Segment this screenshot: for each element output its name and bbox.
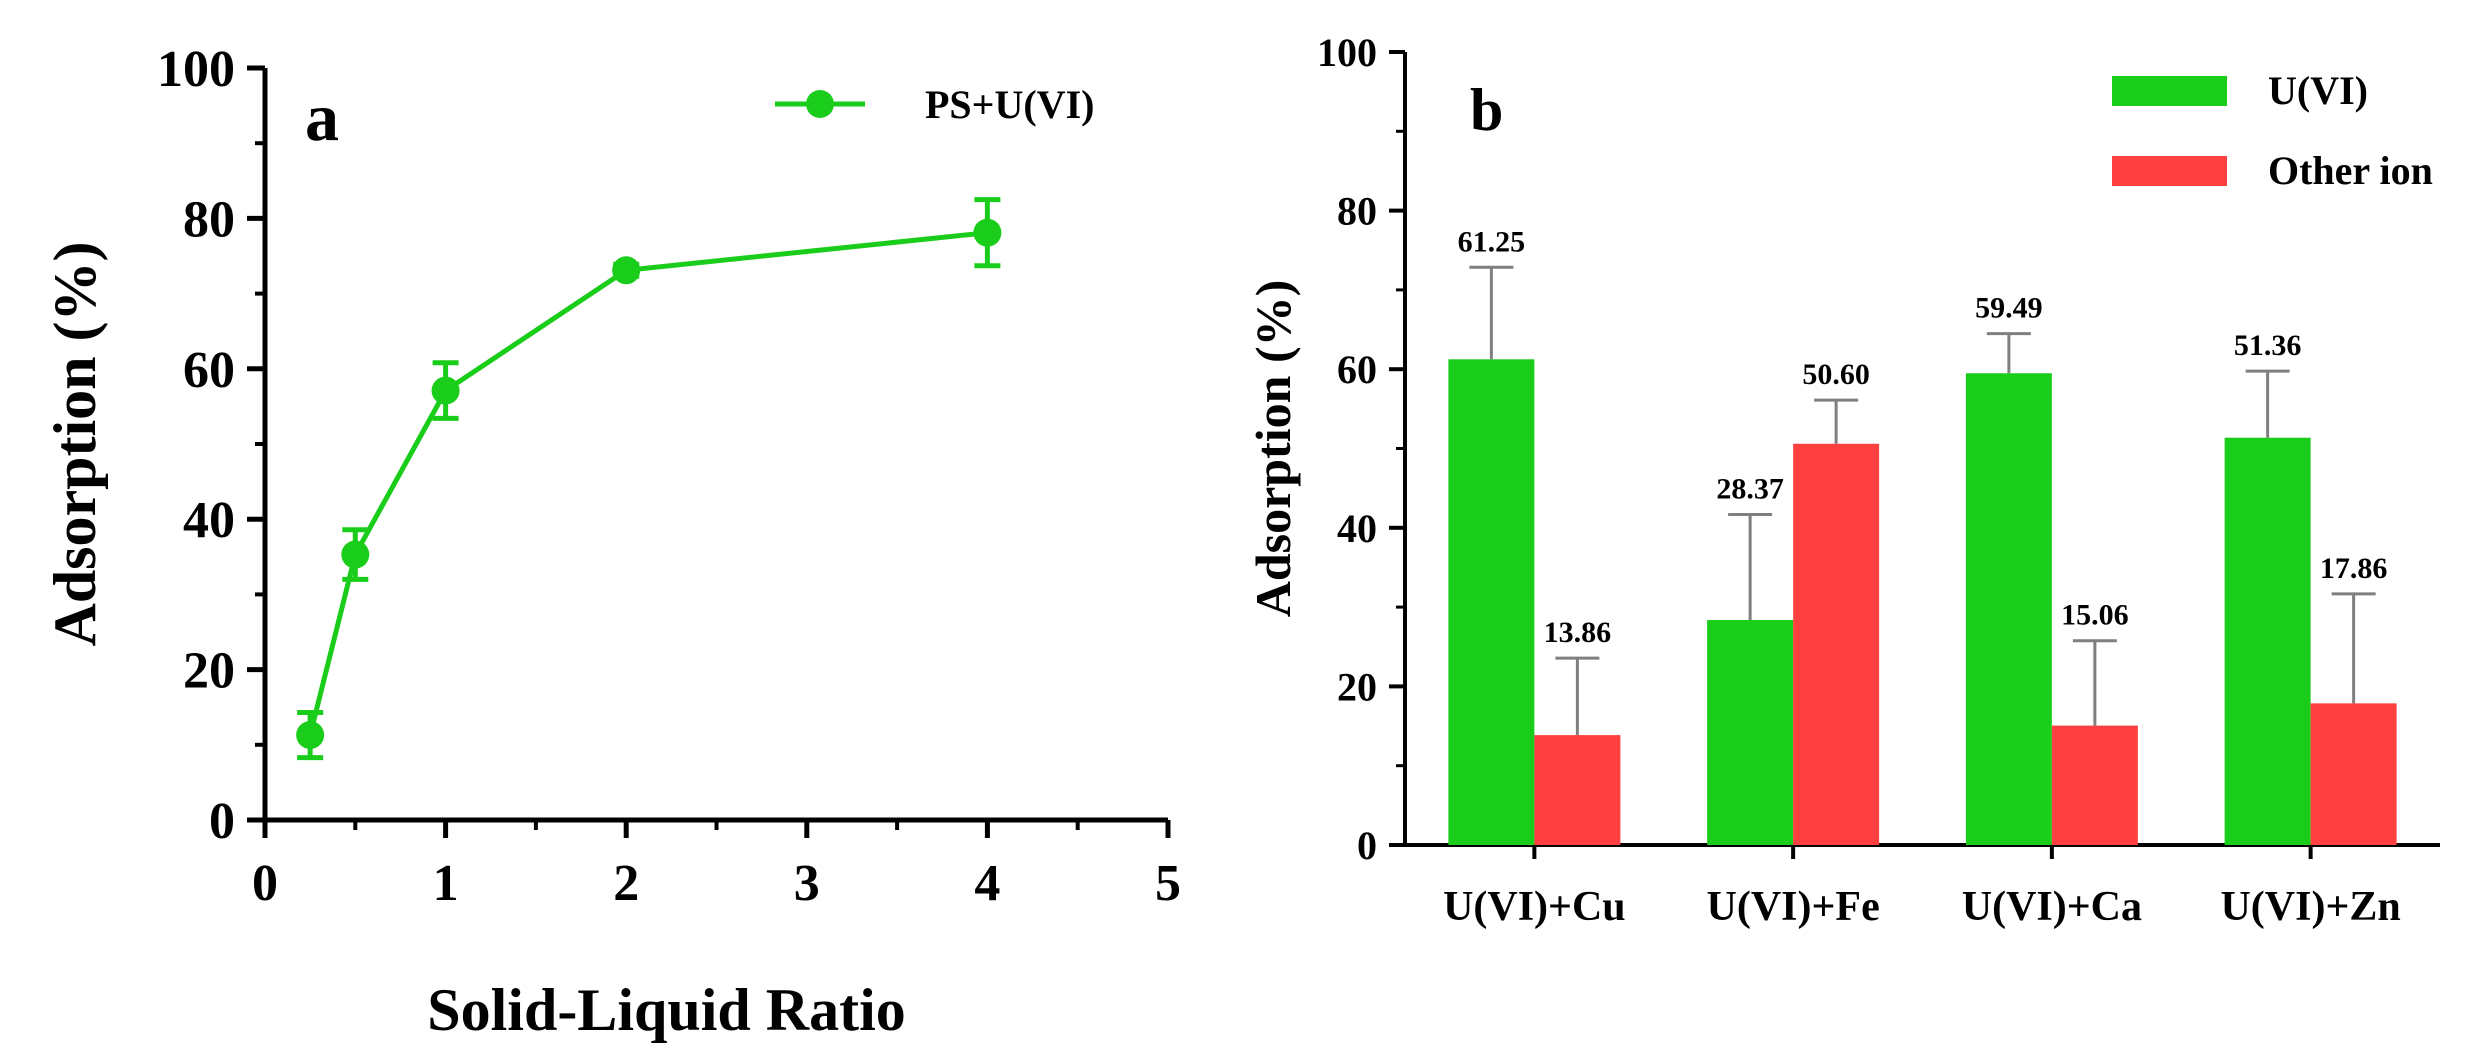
data-label: 28.37 [1716, 473, 1784, 506]
panel-b-bar-chart: 0 20 40 60 80 100 Adsorption (%) b U(VI)+Cu 61.25… [1245, 30, 2440, 930]
y-axis-title: Adsorption (%) [1245, 280, 1301, 618]
y-tick-label: 80 [1337, 189, 1377, 234]
legend-label: PS+U(VI) [925, 82, 1094, 127]
series-line-ps-u-vi [307, 230, 988, 736]
bar-other-ion [1534, 735, 1621, 845]
bar-u-vi [1707, 620, 1794, 845]
legend-marker [806, 90, 834, 118]
x-axis-title: Solid-Liquid Ratio [427, 977, 906, 1043]
y-tick-label: 40 [183, 492, 235, 549]
panel-letter-a: a [305, 79, 339, 155]
legend-label: Other ion [2268, 148, 2433, 193]
data-label: 61.25 [1458, 225, 1526, 258]
category-label: U(VI)+Fe [1707, 884, 1880, 930]
category-label: U(VI)+Cu [1443, 884, 1626, 930]
bar-u-vi [1448, 359, 1535, 845]
bar-other-ion [2310, 703, 2397, 845]
y-tick-label: 100 [157, 41, 235, 98]
data-label: 51.36 [2234, 329, 2302, 362]
y-tick-label: 20 [1337, 664, 1377, 709]
category-label: U(VI)+Zn [2220, 884, 2400, 930]
legend-swatch [2112, 76, 2227, 106]
legend-swatch [2112, 156, 2227, 186]
y-axis-title: Adsorption (%) [42, 241, 108, 646]
y-tick-label: 60 [1337, 347, 1377, 392]
x-tick-label: 1 [433, 855, 459, 912]
y-tick-label: 80 [183, 191, 235, 248]
panel-letter-b: b [1470, 77, 1503, 143]
data-point [296, 721, 325, 750]
legend-label: U(VI) [2268, 68, 2368, 113]
y-tick-label: 0 [1357, 823, 1377, 868]
data-label: 17.86 [2320, 552, 2388, 585]
data-point [431, 376, 460, 405]
x-tick-label: 2 [613, 855, 639, 912]
bar-other-ion [1793, 443, 1880, 845]
data-label: 13.86 [1544, 616, 1612, 649]
category-label: U(VI)+Ca [1962, 884, 2142, 930]
y-tick-label: 40 [1337, 506, 1377, 551]
x-tick-label: 3 [794, 855, 820, 912]
data-label: 15.06 [2061, 599, 2129, 632]
panel-a-line-chart: 0 20 40 60 80 100 0 1 2 3 4 5 Solid-Liquid Ratio Adso… [42, 41, 1181, 1043]
y-tick-label: 20 [183, 643, 235, 700]
data-point [612, 256, 641, 285]
bar-u-vi [1965, 373, 2052, 845]
x-tick-label: 5 [1155, 855, 1181, 912]
x-tick-label: 4 [974, 855, 1000, 912]
data-point [341, 540, 370, 569]
data-point [973, 218, 1002, 247]
data-label: 59.49 [1975, 292, 2043, 325]
y-tick-label: 100 [1317, 30, 1377, 75]
y-tick-label: 60 [183, 342, 235, 399]
bar-other-ion [2051, 725, 2138, 845]
x-tick-label: 0 [252, 855, 278, 912]
data-label: 50.60 [1802, 358, 1870, 391]
y-tick-label: 0 [209, 793, 235, 850]
bar-u-vi [2224, 437, 2311, 845]
